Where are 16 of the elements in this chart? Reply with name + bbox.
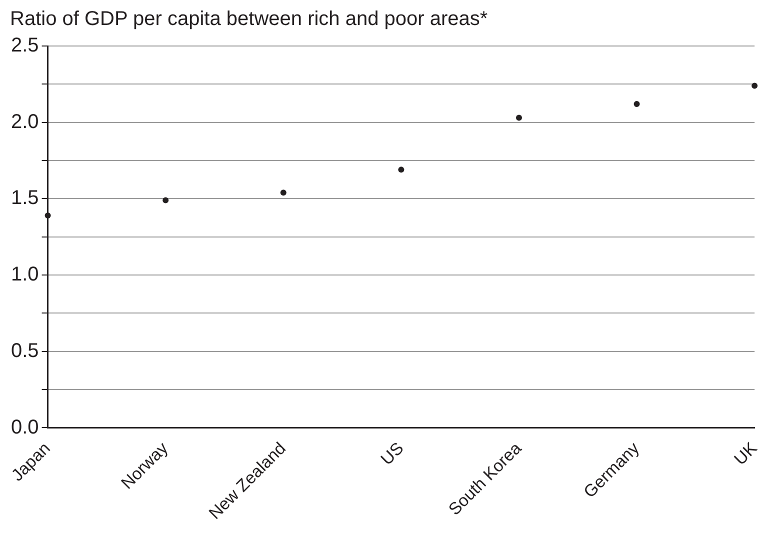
y-tick-label: 0.0 [10, 416, 39, 438]
chart-title: Ratio of GDP per capita between rich and poor areas* [10, 8, 489, 31]
point [398, 166, 404, 173]
point [516, 114, 522, 121]
point [44, 212, 51, 218]
y-tick-label: 2.5 [10, 34, 39, 57]
y-tick-label: 0.5 [10, 340, 39, 362]
point [280, 190, 286, 196]
y-tick-label: 1.5 [10, 187, 39, 210]
x-tick-label: US [377, 438, 408, 469]
point [162, 197, 169, 204]
y-tick-label: 1.0 [10, 264, 39, 286]
x-tick-label: UK [730, 438, 762, 469]
point [752, 82, 758, 89]
point [634, 101, 640, 108]
y-tick-label: 2.0 [10, 110, 39, 133]
